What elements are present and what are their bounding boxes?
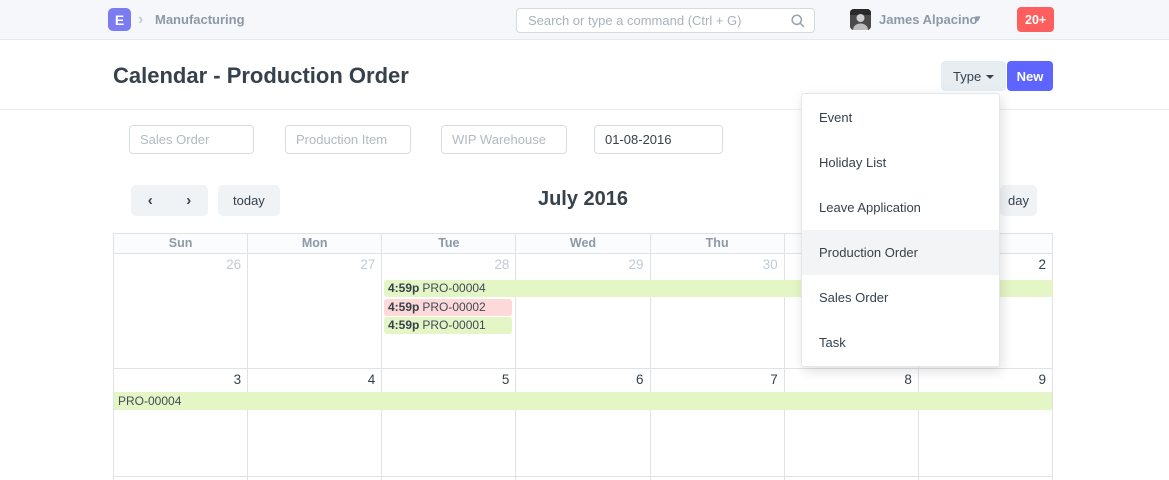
day-cell[interactable]: 29 xyxy=(516,254,651,368)
calendar-week-row: 3 4 5 6 7 8 9 xyxy=(113,368,1053,476)
event-time: 4:59p xyxy=(388,281,420,295)
weekday-thu: Thu xyxy=(651,234,785,253)
day-cell[interactable]: 3 xyxy=(114,369,249,476)
day-cell[interactable] xyxy=(919,477,1053,480)
menu-item-task[interactable]: Task xyxy=(819,335,846,350)
production-item-filter[interactable] xyxy=(285,125,411,154)
weekday-tue: Tue xyxy=(382,234,517,253)
weekday-mon: Mon xyxy=(248,234,383,253)
new-button[interactable]: New xyxy=(1007,61,1053,91)
day-cell[interactable]: 6 xyxy=(516,369,651,476)
calendar-month-title: July 2016 xyxy=(537,188,629,210)
calendar-event-pro-00001[interactable]: 4:59p PRO-00001 xyxy=(384,317,512,334)
day-number: 30 xyxy=(762,257,778,272)
day-number: 8 xyxy=(904,372,912,387)
day-cell[interactable]: 5 xyxy=(382,369,517,476)
today-button[interactable]: today xyxy=(218,185,280,216)
notifications-badge[interactable]: 20+ xyxy=(1017,7,1055,32)
menu-item-production-order[interactable]: Production Order xyxy=(802,230,999,275)
page-title: Calendar - Production Order xyxy=(113,63,409,88)
day-cell[interactable]: 27 xyxy=(248,254,383,368)
prev-month-button[interactable]: ‹ xyxy=(131,185,170,216)
event-title: PRO-00001 xyxy=(422,318,486,332)
sales-order-filter[interactable] xyxy=(129,125,254,154)
day-number: 26 xyxy=(226,257,242,272)
caret-down-icon xyxy=(986,75,995,80)
day-cell[interactable]: 8 xyxy=(785,369,919,476)
menu-item-sales-order[interactable]: Sales Order xyxy=(819,290,889,305)
calendar-event-pro-00004-continued[interactable]: PRO-00004 xyxy=(114,392,1052,410)
day-number: 5 xyxy=(501,372,510,387)
wip-warehouse-filter[interactable] xyxy=(441,125,567,154)
day-number: 2 xyxy=(1038,257,1046,272)
event-title: PRO-00002 xyxy=(422,300,486,314)
day-cell[interactable]: 4 xyxy=(248,369,383,476)
day-number: 7 xyxy=(770,372,778,387)
event-title: PRO-00004 xyxy=(422,281,486,295)
menu-item-event[interactable]: Event xyxy=(819,110,853,125)
global-search xyxy=(516,8,815,33)
search-input[interactable] xyxy=(517,9,814,32)
day-cell[interactable] xyxy=(114,477,249,480)
day-cell[interactable] xyxy=(382,477,517,480)
breadcrumb-chevron-icon: › xyxy=(138,11,144,28)
day-cell[interactable] xyxy=(248,477,383,480)
type-dropdown-menu: Event Holiday List Leave Application Pro… xyxy=(801,93,1000,367)
user-menu[interactable]: James Alpacino xyxy=(879,12,978,27)
menu-item-leave-application[interactable]: Leave Application xyxy=(819,200,921,215)
menu-item-holiday-list[interactable]: Holiday List xyxy=(819,155,887,170)
day-cell[interactable]: 26 xyxy=(114,254,249,368)
page-head: Calendar - Production Order Type New xyxy=(0,41,1169,110)
user-caret-icon: ▾ xyxy=(975,13,981,25)
weekday-wed: Wed xyxy=(516,234,651,253)
day-view-button[interactable]: day xyxy=(1000,185,1037,216)
day-cell[interactable]: 9 xyxy=(919,369,1053,476)
calendar-week-row xyxy=(113,476,1053,480)
breadcrumb-manufacturing[interactable]: Manufacturing xyxy=(155,12,245,27)
next-month-button[interactable]: › xyxy=(170,185,209,216)
day-number: 4 xyxy=(367,372,376,387)
calendar-event-pro-00002[interactable]: 4:59p PRO-00002 xyxy=(384,299,512,316)
user-avatar[interactable] xyxy=(850,9,871,30)
day-number: 28 xyxy=(494,257,510,272)
avatar-image xyxy=(850,9,871,30)
top-navbar: E › Manufacturing James Alpacino ▾ 20+ xyxy=(0,0,1169,40)
search-icon xyxy=(791,14,805,28)
day-number: 29 xyxy=(628,257,644,272)
day-cell[interactable]: 28 xyxy=(382,254,517,368)
day-number: 3 xyxy=(233,372,242,387)
weekday-sun: Sun xyxy=(114,234,249,253)
event-title: PRO-00004 xyxy=(118,394,182,408)
day-cell[interactable]: 7 xyxy=(651,369,785,476)
day-cell[interactable]: 30 xyxy=(651,254,785,368)
app-logo[interactable]: E xyxy=(108,8,131,31)
day-cell[interactable]: 2 xyxy=(919,254,1053,368)
day-cell[interactable] xyxy=(785,477,919,480)
type-button-label: Type xyxy=(953,68,982,84)
day-number: 27 xyxy=(360,257,376,272)
day-cell[interactable] xyxy=(651,477,785,480)
calendar-nav-group: ‹ › xyxy=(131,185,208,216)
type-dropdown-button[interactable]: Type xyxy=(941,61,1007,91)
day-number: 9 xyxy=(1038,372,1046,387)
event-time: 4:59p xyxy=(388,300,420,314)
day-cell[interactable] xyxy=(516,477,651,480)
date-filter[interactable] xyxy=(594,125,723,154)
day-number: 6 xyxy=(636,372,644,387)
event-time: 4:59p xyxy=(388,318,420,332)
